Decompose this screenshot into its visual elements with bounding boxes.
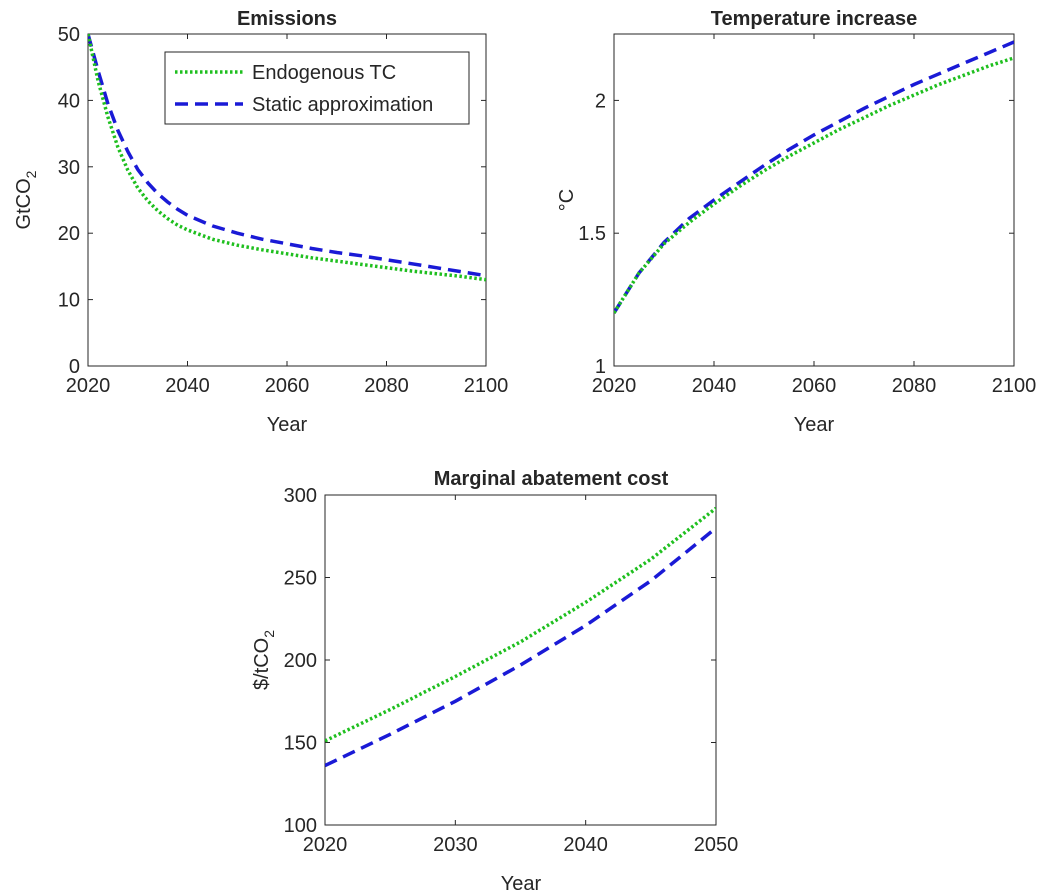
y-tick-label: 30	[58, 157, 80, 179]
x-tick-label: 2050	[694, 834, 739, 856]
series-static-approximation-line	[88, 34, 486, 278]
y-tick-label: 300	[284, 485, 317, 507]
x-tick-label: 2080	[892, 375, 937, 397]
x-axis-label: Year	[501, 873, 542, 895]
x-axis-label: Year	[794, 414, 835, 436]
chart-title: Marginal abatement cost	[434, 468, 669, 490]
x-tick-label: 2030	[433, 834, 478, 856]
axes-frame	[324, 494, 717, 826]
series-endogenous-tc-line	[325, 506, 716, 743]
y-tick-label: 1	[595, 356, 606, 378]
axes-frame	[613, 33, 1015, 367]
x-tick-label: 2040	[563, 834, 608, 856]
y-axis-label: GtCO2	[13, 170, 39, 229]
y-tick-label: 1.5	[578, 223, 606, 245]
x-tick-label: 2020	[303, 834, 348, 856]
y-tick-label: 100	[284, 815, 317, 837]
legend: Endogenous TC Static approximation	[164, 51, 470, 125]
y-axis-label: $/tCO2	[251, 630, 277, 690]
x-tick-label: 2020	[66, 375, 111, 397]
x-tick-label: 2020	[592, 375, 637, 397]
x-tick-label: 2100	[992, 375, 1037, 397]
legend-label-static: Static approximation	[252, 94, 433, 116]
x-axis-label: Year	[267, 414, 308, 436]
x-tick-label: 2040	[692, 375, 737, 397]
y-tick-label: 20	[58, 223, 80, 245]
x-tick-label: 2080	[364, 375, 409, 397]
legend-box	[164, 51, 470, 125]
chart-title: Temperature increase	[711, 8, 917, 30]
y-tick-label: 200	[284, 650, 317, 672]
temperature-chart: Temperature increase 2020 2040 2060 2080 210…	[556, 8, 1036, 436]
y-tick-label: 250	[284, 568, 317, 590]
x-tick-label: 2040	[165, 375, 210, 397]
y-axis-label: °C	[556, 189, 578, 211]
legend-label-endogenous: Endogenous TC	[252, 62, 396, 84]
y-tick-label: 50	[58, 24, 80, 46]
series-static-approximation-line	[614, 40, 1014, 314]
y-tick-label: 2	[595, 90, 606, 112]
y-tick-label: 0	[69, 356, 80, 378]
x-tick-label: 2100	[464, 375, 509, 397]
y-tick-label: 150	[284, 733, 317, 755]
marginal-abatement-cost-chart: Marginal abatement cost 2020 2030 2040 2050…	[251, 468, 738, 895]
series-endogenous-tc-line	[88, 34, 486, 282]
series-static-approximation-line	[325, 526, 716, 768]
x-tick-label: 2060	[265, 375, 310, 397]
x-tick-label: 2060	[792, 375, 837, 397]
chart-title: Emissions	[237, 8, 337, 30]
emissions-chart: Emissions 2020 2040 2060 2080 2100 0 10 20 30 40 5…	[13, 8, 508, 436]
y-tick-label: 40	[58, 90, 80, 112]
series-endogenous-tc-line	[614, 56, 1014, 314]
y-tick-label: 10	[58, 290, 80, 312]
